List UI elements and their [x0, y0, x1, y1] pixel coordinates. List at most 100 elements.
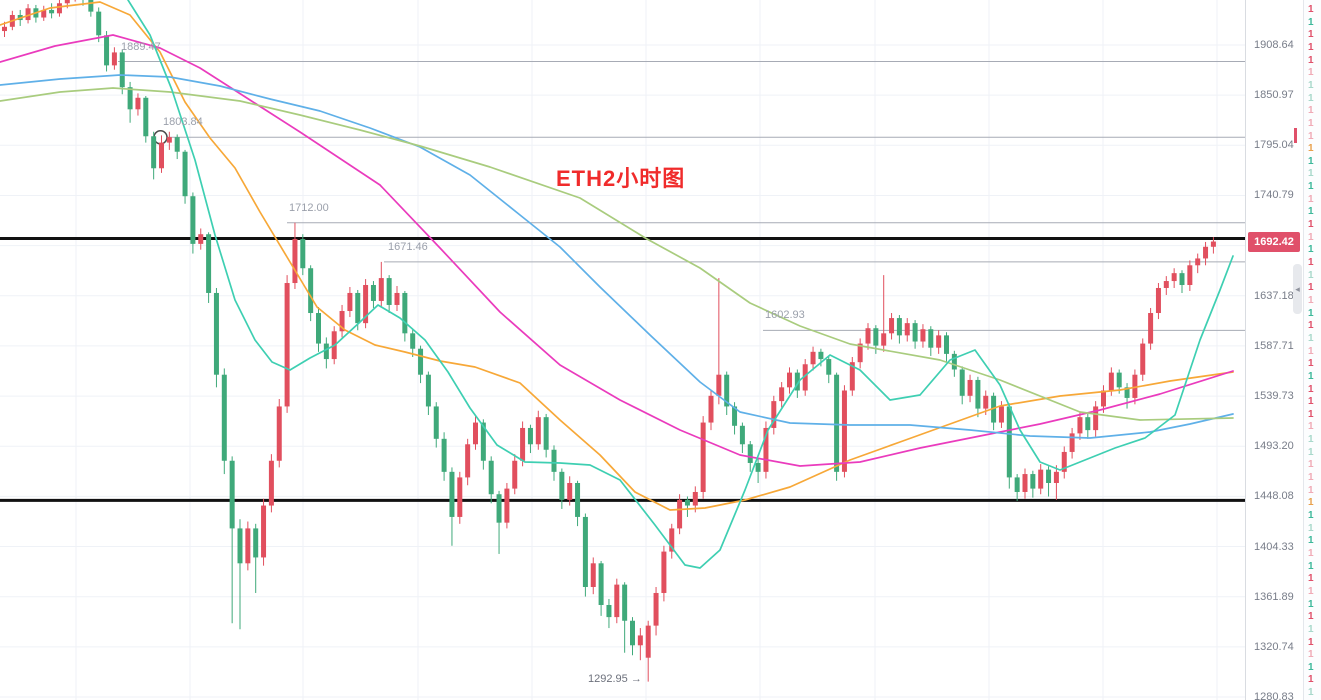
candle-body: [912, 323, 918, 342]
level-label: 1602.93: [765, 309, 805, 322]
price-tick: 1908.64: [1254, 39, 1294, 51]
strip-quote-fragment: 1: [1308, 510, 1314, 521]
strip-quote-fragment: 1: [1308, 522, 1314, 534]
candle-body: [1069, 433, 1075, 452]
candle-body: [88, 0, 94, 12]
level-label: 1803.84: [163, 116, 203, 129]
strip-quote-fragment: 1: [1308, 560, 1314, 572]
candle-body: [151, 136, 157, 169]
candle-body: [276, 406, 282, 461]
level-label: 1712.00: [289, 201, 329, 214]
level-label: 1671.46: [388, 240, 428, 253]
candle-body: [221, 374, 227, 461]
strip-quote-fragment: 1: [1308, 130, 1314, 142]
candle-body: [316, 313, 321, 344]
candle-body: [229, 460, 235, 529]
candle-body: [716, 374, 722, 396]
candle-body: [104, 35, 110, 66]
strip-quote-fragment: 1: [1308, 611, 1314, 623]
candle-body: [1077, 417, 1083, 434]
price-tick: 1280.83: [1254, 691, 1294, 700]
candle-body: [300, 239, 306, 269]
candle-body: [739, 425, 745, 445]
candle-body: [1061, 451, 1067, 472]
ma-light-green: [0, 87, 1234, 421]
candle-body: [253, 528, 259, 558]
strip-quote-fragment: 1: [1308, 446, 1314, 458]
candle-body: [575, 482, 581, 517]
candle-body: [480, 422, 486, 461]
candle-body: [64, 0, 70, 4]
candle-body: [622, 584, 628, 621]
candle-body: [465, 444, 471, 478]
candle-body: [1171, 273, 1177, 282]
price-axis[interactable]: 1692.42 1968.44 1908.64 1850.97 1795.04 1740…: [1245, 0, 1304, 700]
candle-body: [630, 620, 635, 646]
candle-body: [873, 328, 879, 346]
level-label: 1889.47: [121, 40, 161, 53]
candle-body: [378, 278, 384, 301]
candle-body: [998, 406, 1004, 423]
strip-quote-fragment: 1: [1308, 585, 1314, 597]
candle-body: [598, 563, 604, 605]
strip-quote-fragment: 1: [1308, 155, 1314, 167]
candle-body: [951, 353, 957, 370]
candle-body: [182, 151, 188, 197]
strip-quote-fragment: 1: [1308, 623, 1314, 635]
candle-body: [1140, 343, 1146, 375]
price-tick: 1850.97: [1254, 89, 1294, 102]
collapse-panel-arrow[interactable]: ◂: [1293, 264, 1302, 314]
candle-body: [433, 406, 439, 439]
candle-body: [1014, 477, 1020, 492]
candle-body: [402, 292, 408, 334]
candle-body: [386, 278, 392, 305]
chart-canvas[interactable]: [0, 0, 1245, 700]
candle-body: [708, 395, 714, 423]
strip-quote-fragment: 1: [1308, 687, 1314, 699]
candle-body: [1163, 281, 1169, 288]
candle-body: [488, 460, 494, 495]
strip-quote-fragment: 1: [1308, 535, 1314, 547]
strip-quote-fragment: 1: [1308, 181, 1314, 193]
candle-body: [1093, 406, 1099, 431]
candle-body: [763, 427, 769, 472]
strip-quote-fragment: 1: [1308, 396, 1314, 408]
strip-quote-fragment: 1: [1308, 573, 1314, 585]
price-tick: 1448.08: [1254, 490, 1294, 503]
candle-body: [512, 460, 518, 489]
strip-quote-fragment: 1: [1308, 92, 1314, 104]
candle-body: [394, 292, 400, 305]
strip-quote-fragment: 1: [1308, 484, 1314, 496]
candle-body: [653, 592, 659, 626]
candle-body: [559, 471, 565, 500]
candle-body: [1124, 387, 1130, 398]
strip-quote-fragment: 1: [1308, 168, 1314, 180]
candle-body: [1155, 287, 1161, 314]
last-price-badge: 1692.42: [1248, 231, 1300, 252]
candle-body: [190, 196, 196, 244]
candle-body: [582, 516, 588, 588]
strip-quote-fragment: 1: [1308, 408, 1314, 420]
candle-body: [959, 369, 965, 396]
strip-quote-fragment: 1: [1308, 105, 1314, 117]
candle-body: [771, 401, 777, 428]
candle-body: [504, 488, 510, 523]
candle-body: [473, 422, 478, 445]
candle-body: [1030, 474, 1036, 489]
strip-quote-fragment: 1: [1308, 547, 1314, 559]
ma-teal: [127, 0, 1234, 569]
candle-body: [928, 329, 934, 348]
price-tick: 1740.79: [1254, 189, 1294, 202]
candle-body: [967, 379, 973, 396]
candle-body: [1085, 417, 1091, 431]
price-tick: 1404.33: [1254, 540, 1294, 553]
price-tick: 1795.04: [1254, 139, 1294, 152]
candle-body: [1006, 406, 1012, 478]
strip-quote-fragment: 1: [1308, 143, 1314, 155]
candle-body: [308, 268, 314, 314]
candle-body: [268, 460, 274, 506]
candle-body: [370, 285, 376, 301]
candle-body: [606, 604, 612, 618]
candle-body: [826, 359, 832, 375]
